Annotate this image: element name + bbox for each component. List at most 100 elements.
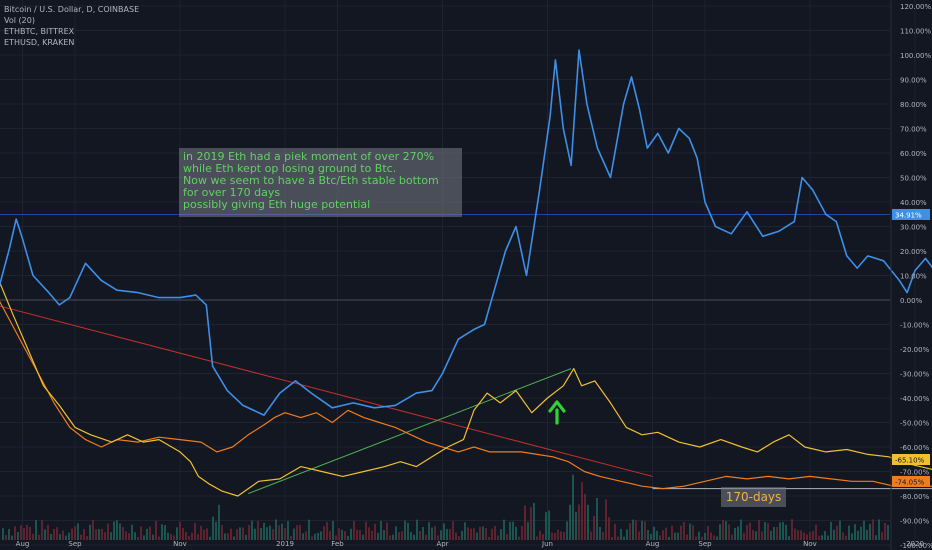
volume-bar — [89, 524, 91, 540]
volume-bar — [701, 536, 703, 540]
volume-bar — [2, 528, 4, 540]
trend_up-trendline[interactable] — [248, 368, 572, 495]
volume-bar — [344, 531, 346, 540]
trend_down-trendline[interactable] — [0, 302, 653, 477]
y-tick-label: 0.00% — [900, 297, 923, 305]
volume-bar — [179, 521, 181, 540]
note-line: Now we seem to have a Btc/Eth stable bot… — [183, 174, 439, 187]
volume-bar — [773, 526, 775, 540]
volume-bar — [470, 528, 472, 540]
y-tick-label: -10.00% — [900, 322, 930, 330]
volume-bar — [134, 532, 136, 540]
volume-bar — [716, 536, 718, 540]
volume-bar — [383, 530, 385, 540]
legend-volume[interactable]: Vol (20) — [4, 16, 35, 25]
ethusd-last-value-box — [892, 453, 930, 465]
volume-bar — [104, 532, 106, 540]
x-tick-label: Jun — [541, 540, 553, 548]
volume-bar — [386, 522, 388, 540]
volume-bar — [23, 528, 25, 540]
x-axis[interactable]: AugSepNov2019FebAprJunAugSepNov2020Feb — [16, 540, 932, 548]
y-tick-label: 60.00% — [900, 150, 927, 158]
volume-bar — [416, 519, 418, 540]
volume-bar — [662, 530, 664, 540]
volume-bar — [584, 493, 586, 540]
volume-bar — [401, 531, 403, 540]
volume-bar — [548, 510, 550, 540]
volume-bar — [308, 519, 310, 540]
volume-bar — [287, 521, 289, 540]
volume-bar — [527, 522, 529, 540]
volume-bar — [830, 521, 832, 540]
volume-bar — [875, 535, 877, 540]
volume-bar — [32, 533, 34, 540]
volume-bar — [713, 535, 715, 540]
volume-bar — [812, 530, 814, 540]
volume-bar — [83, 528, 85, 540]
volume-bar — [650, 533, 652, 540]
volume-bar — [449, 529, 451, 540]
volume-bar — [539, 530, 541, 540]
legend-compare-ethbtc[interactable]: ETHBTC, BITTREX — [4, 27, 75, 36]
y-tick-label: -50.00% — [900, 420, 930, 428]
volume-bar — [197, 534, 199, 540]
volume-bar — [143, 535, 145, 540]
days-label[interactable]: 170-days — [721, 487, 786, 507]
y-axis[interactable]: 130.00%120.00%110.00%100.00%90.00%80.00%… — [890, 0, 932, 550]
volume-bar — [674, 532, 676, 540]
y-tick-label: 100.00% — [900, 52, 931, 60]
volume-bar — [665, 527, 667, 540]
volume-bar — [419, 530, 421, 540]
volume-bar — [248, 525, 250, 540]
y-tick-label: -90.00% — [900, 518, 930, 526]
volume-bar — [164, 525, 166, 540]
volume-bar — [779, 522, 781, 540]
volume-bar — [161, 524, 163, 540]
annotation-note[interactable]: in 2019 Eth had a piek moment of over 27… — [179, 148, 462, 217]
volume-bar — [518, 536, 520, 540]
volume-bar — [113, 521, 115, 540]
volume-bar — [563, 531, 565, 540]
volume-bar — [173, 535, 175, 540]
btc-series-line[interactable] — [0, 49, 932, 416]
volume-bar — [221, 524, 223, 540]
ethusd-series-line[interactable] — [0, 280, 932, 497]
volume-bar — [692, 525, 694, 540]
volume-bar — [719, 524, 721, 540]
volume-bar — [170, 533, 172, 540]
volume-bar — [41, 519, 43, 540]
volume-bar — [452, 521, 454, 540]
volume-bar — [26, 524, 28, 540]
volume-bar — [305, 531, 307, 540]
volume-bar — [368, 527, 370, 540]
legend-compare-ethusd[interactable]: ETHUSD, KRAKEN — [4, 38, 75, 47]
volume-bar — [722, 519, 724, 540]
up-arrow — [548, 400, 566, 425]
volume-bar — [359, 529, 361, 540]
price-series — [0, 49, 932, 497]
volume-bar — [425, 534, 427, 540]
volume-bar — [74, 526, 76, 540]
volume-bar — [863, 520, 865, 540]
volume-bar — [284, 527, 286, 540]
volume-bar — [833, 529, 835, 540]
volume-bar — [569, 504, 571, 540]
volume-bar — [686, 534, 688, 540]
volume-bar — [398, 532, 400, 540]
volume-bar — [482, 526, 484, 540]
volume-bar — [209, 536, 211, 540]
volume-bar — [632, 519, 634, 540]
volume-bar — [503, 519, 505, 540]
volume-bar — [731, 534, 733, 540]
volume-bar — [641, 520, 643, 540]
volume-bar — [347, 535, 349, 540]
volume-bar — [626, 529, 628, 540]
volume-bar — [281, 523, 283, 540]
volume-bar — [188, 535, 190, 540]
legend-main-symbol[interactable]: Bitcoin / U.S. Dollar, D, COINBASE — [4, 5, 140, 14]
volume-bar — [839, 520, 841, 540]
volume-bar — [353, 520, 355, 540]
y-tick-label: 120.00% — [900, 3, 931, 11]
volume-bar — [620, 529, 622, 540]
volume-bar — [545, 512, 547, 540]
